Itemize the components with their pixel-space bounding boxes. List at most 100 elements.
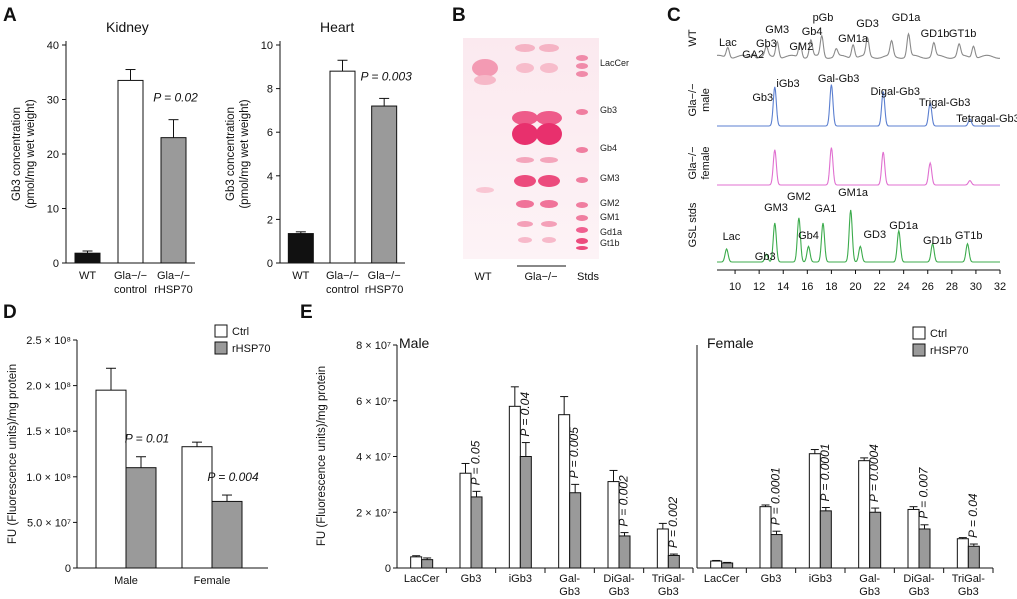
peak-label: Digal-Gb3: [870, 86, 920, 98]
peak-label: GA2: [742, 49, 764, 61]
panel-label-c: C: [667, 5, 681, 26]
x-category-label: control: [326, 284, 359, 296]
peak-label: Gb3: [755, 251, 776, 263]
tlc-spot: [516, 157, 534, 163]
peak-label: Gb4: [802, 26, 823, 38]
tlc-band-label: Gb4: [600, 143, 617, 153]
bar: [160, 137, 187, 264]
x-category-label: Female: [194, 575, 231, 587]
y-tick-label: 2 × 10⁷: [356, 507, 391, 519]
chromatogram-trace: [717, 84, 1000, 127]
tlc-band-label: GM1: [600, 212, 620, 222]
bar-rhsp70: [721, 562, 734, 569]
peak-label: Gb3: [756, 38, 777, 50]
y-tick-label: 1.5 × 10⁸: [26, 426, 71, 438]
y-tick-label: 10: [261, 40, 273, 52]
p-value-label: P = 0.02: [153, 91, 198, 105]
peak-label: GM1a: [838, 187, 869, 199]
subpanel-title: Male: [399, 335, 430, 351]
bar-rhsp70: [470, 496, 483, 569]
y-axis-label: (pmol/mg wet weight): [25, 99, 37, 208]
chart-title: Heart: [320, 19, 354, 35]
peak-label: GT1b: [955, 230, 983, 242]
peak-label: GM3: [765, 24, 789, 36]
peak-label: GD1a: [892, 12, 922, 24]
bar-rhsp70: [869, 511, 882, 569]
p-value-label: P = 0.007: [917, 466, 931, 519]
x-tick-label: 16: [801, 281, 813, 293]
tlc-spot: [514, 175, 536, 187]
tlc-spot: [576, 177, 588, 183]
p-value-label: P = 0.005: [567, 427, 581, 479]
x-category-label: Gb3: [761, 573, 782, 585]
x-category-label: iGb3: [809, 573, 832, 585]
legend-label: Ctrl: [930, 328, 947, 340]
x-tick-label: 18: [825, 281, 837, 293]
x-category-label: TriGal-: [952, 573, 986, 585]
y-tick-label: 1.0 × 10⁸: [26, 472, 71, 484]
peak-label: GD1a: [889, 220, 919, 232]
kidney-gb3-chart: Kidney 0 10 20 30 40 Gb3 concentration (pmol/mg…: [11, 19, 198, 296]
tlc-spot: [474, 75, 496, 85]
x-category-label: Gb3: [658, 586, 679, 598]
tlc-spot: [536, 123, 562, 145]
p-value-label: P = 0.0001: [818, 444, 832, 502]
peak-label: Gal-Gb3: [818, 73, 860, 85]
p-value-label: P = 0.004: [207, 470, 259, 484]
y-tick-label: 30: [47, 95, 59, 107]
x-category-label: Gb3: [461, 573, 482, 585]
tlc-spot: [576, 238, 588, 244]
tlc-band-label: Gd1a: [600, 227, 622, 237]
bar-ctrl: [410, 556, 423, 569]
x-category-label: Male: [114, 575, 138, 587]
x-category-label: TriGal-: [652, 573, 686, 585]
tlc-spot: [538, 175, 560, 187]
x-category-label: Gla−/−: [157, 270, 190, 282]
peak-label: GD1b: [923, 235, 952, 247]
bar-rhsp70: [918, 528, 931, 569]
y-axis-label: FU (Fluorescence units)/mg protein: [316, 366, 328, 546]
y-tick-label: 5.0 × 10⁷: [27, 517, 71, 529]
trace-name: GSL stds: [687, 202, 699, 247]
x-category-label: Gb3: [859, 586, 880, 598]
x-category-label: LacCer: [704, 573, 740, 585]
y-tick-label: 0: [385, 563, 391, 575]
y-tick-label: 0: [267, 258, 273, 270]
bar: [181, 446, 213, 569]
y-tick-label: 4: [267, 171, 273, 183]
tlc-spot: [472, 59, 498, 77]
y-tick-label: 2.5 × 10⁸: [26, 335, 71, 347]
bar-ctrl: [459, 472, 472, 569]
y-axis-label: FU (Fluorescence units)/mg protein: [7, 364, 19, 544]
x-category-label: iGb3: [509, 573, 532, 585]
tlc-spot: [576, 202, 588, 208]
y-tick-label: 0: [53, 258, 59, 270]
tlc-spot: [576, 55, 588, 61]
bar: [74, 252, 101, 264]
peak-label: Gb4: [798, 230, 819, 242]
y-tick-label: 6 × 10⁷: [356, 396, 391, 408]
trace-name: WT: [687, 29, 699, 46]
bar: [371, 105, 398, 264]
tlc-spot: [516, 200, 534, 208]
peak-label: Lac: [719, 37, 737, 49]
x-tick-label: 12: [753, 281, 765, 293]
p-value-label: P = 0.003: [361, 69, 413, 83]
peak-label: GM2: [787, 191, 811, 203]
chart-title: Kidney: [106, 19, 149, 35]
tlc-band-label: Gt1b: [600, 238, 620, 248]
y-tick-label: 2: [267, 214, 273, 226]
bar: [329, 70, 356, 264]
p-value-label: P = 0.0004: [867, 444, 881, 502]
y-tick-label: 6: [267, 127, 273, 139]
p-value-label: P = 0.002: [617, 475, 631, 527]
x-category-label: Gla−/−: [326, 270, 359, 282]
p-value-label: P = 0.0001: [769, 467, 783, 525]
bar-rhsp70: [618, 535, 631, 569]
x-category-label: WT: [79, 270, 96, 282]
tlc-band-label: Gb3: [600, 105, 617, 115]
bar: [211, 500, 243, 569]
